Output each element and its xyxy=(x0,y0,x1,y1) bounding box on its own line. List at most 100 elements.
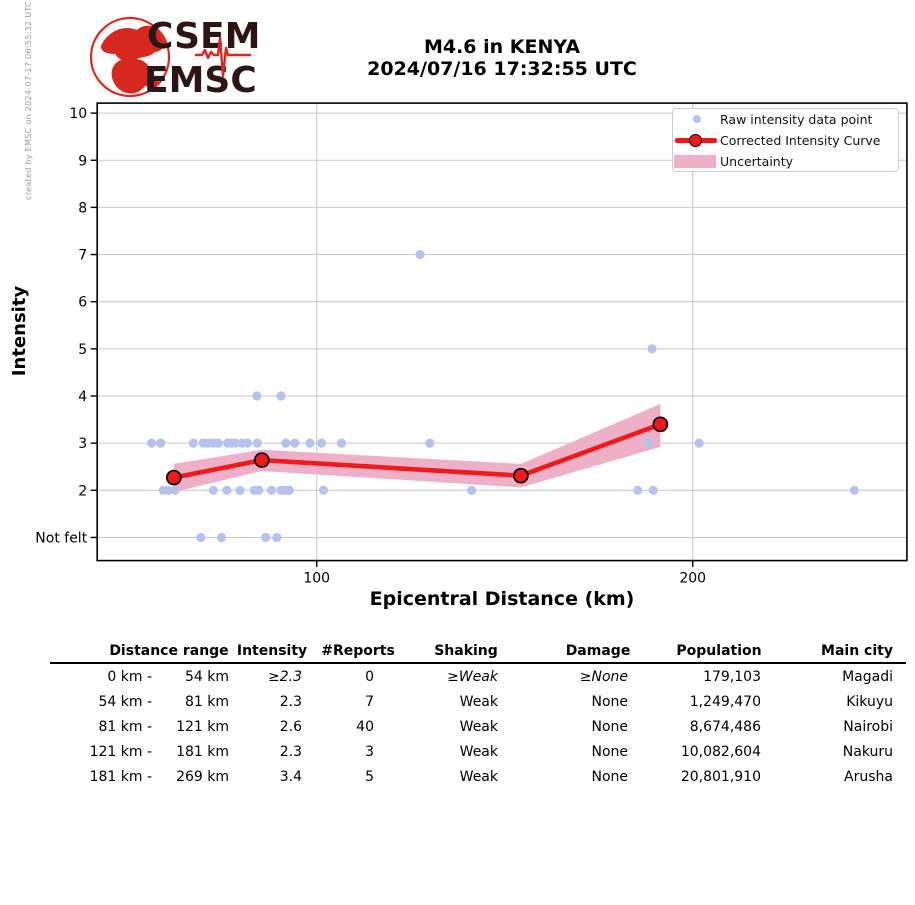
table-header-damage: Damage xyxy=(565,643,631,659)
event-title: M4.6 in KENYA xyxy=(423,36,581,58)
x-tick-label: 200 xyxy=(679,571,706,587)
table-cell-shaking: ≥Weak xyxy=(447,668,498,685)
raw-data-point xyxy=(163,485,173,495)
y-tick-label: 8 xyxy=(78,200,87,216)
table-cell-range-from: 81 km - xyxy=(98,718,152,735)
table-cell-intensity: 2.3 xyxy=(279,693,302,710)
raw-data-point xyxy=(196,532,206,543)
raw-data-point xyxy=(644,438,654,448)
legend-item-raw: Raw intensity data point xyxy=(673,109,898,130)
y-tick-label: 4 xyxy=(78,389,87,405)
table-cell-intensity: ≥2.3 xyxy=(268,668,302,685)
raw-point-icon xyxy=(673,109,720,130)
table-cell-reports: 7 xyxy=(365,693,374,710)
table-cell-range-from: 121 km - xyxy=(89,743,152,760)
table-cell-reports: 40 xyxy=(356,718,374,735)
table-header-distance-range: Distance range xyxy=(109,643,229,659)
uncertainty-band xyxy=(173,404,661,493)
table-header-main-city: Main city xyxy=(821,643,893,659)
table-header--reports: #Reports xyxy=(321,643,395,659)
table-cell-reports: 3 xyxy=(365,743,374,760)
table-cell-shaking: Weak xyxy=(459,718,498,735)
y-tick-label: 3 xyxy=(78,436,87,452)
table-header-rule xyxy=(50,662,906,664)
raw-data-point xyxy=(230,438,240,448)
raw-data-point xyxy=(170,485,180,495)
raw-data-point xyxy=(849,485,859,495)
raw-data-point xyxy=(242,438,253,448)
table-cell-damage: None xyxy=(591,693,628,710)
globe-icon xyxy=(89,16,171,98)
legend-label: Corrected Intensity Curve xyxy=(720,132,881,148)
raw-data-point xyxy=(156,438,166,448)
table-cell-main-city: Nakuru xyxy=(842,743,893,760)
table-cell-range-to: 181 km xyxy=(176,743,229,760)
raw-data-point xyxy=(316,438,327,448)
raw-data-point xyxy=(222,485,232,495)
table-cell-main-city: Kikuyu xyxy=(846,693,893,710)
raw-data-point xyxy=(216,532,227,543)
raw-data-point xyxy=(213,438,223,448)
raw-data-point xyxy=(467,485,477,495)
raw-data-point xyxy=(648,485,658,495)
table-cell-range-to: 54 km xyxy=(184,668,229,685)
curve-icon xyxy=(673,130,720,151)
corrected-curve-marker xyxy=(652,416,669,433)
raw-data-point xyxy=(252,391,262,401)
corrected-curve-marker xyxy=(253,452,270,468)
raw-data-point xyxy=(694,438,704,448)
y-tick-label: 6 xyxy=(78,295,87,311)
raw-data-point xyxy=(260,532,271,543)
raw-data-point xyxy=(290,438,300,448)
table-cell-damage: None xyxy=(591,718,628,735)
y-axis-label: Intensity xyxy=(9,285,30,377)
raw-data-point xyxy=(272,532,282,543)
table-cell-population: 179,103 xyxy=(703,668,761,685)
table-cell-shaking: Weak xyxy=(459,743,498,760)
y-tick-label: 7 xyxy=(78,248,87,264)
x-tick-label: 100 xyxy=(303,571,330,587)
logo-text-csem: CSEM xyxy=(147,16,260,57)
raw-data-point xyxy=(147,438,157,448)
raw-data-point xyxy=(235,485,245,495)
raw-data-point xyxy=(266,485,277,495)
table-cell-reports: 5 xyxy=(365,768,374,785)
table-cell-main-city: Arusha xyxy=(844,768,893,785)
raw-data-point xyxy=(281,438,291,448)
table-cell-range-from: 54 km - xyxy=(98,693,152,710)
y-tick-label: 2 xyxy=(78,483,87,499)
raw-data-point xyxy=(276,391,286,401)
raw-data-point xyxy=(305,438,315,448)
table-cell-range-from: 181 km - xyxy=(89,768,152,785)
table-cell-reports: 0 xyxy=(365,668,374,685)
legend-label: Uncertainty xyxy=(720,153,794,169)
raw-data-point xyxy=(633,485,643,495)
page-title: M4.6 in KENYA 2024/07/16 17:32:55 UTC xyxy=(272,36,732,80)
event-datetime: 2024/07/16 17:32:55 UTC xyxy=(367,58,637,80)
table-cell-range-from: 0 km - xyxy=(107,668,152,685)
legend-item-curve: Corrected Intensity Curve xyxy=(673,130,898,151)
raw-data-point xyxy=(284,485,294,495)
emsc-logo: CSEM EMSC xyxy=(89,16,260,101)
y-tick-label: 5 xyxy=(78,342,87,358)
table-cell-range-to: 121 km xyxy=(176,718,229,735)
table-cell-shaking: Weak xyxy=(459,693,498,710)
corrected-curve-marker xyxy=(165,469,182,486)
logo-text-emsc: EMSC xyxy=(144,60,257,101)
table-cell-range-to: 81 km xyxy=(184,693,229,710)
raw-data-point xyxy=(318,485,329,495)
table-cell-population: 10,082,604 xyxy=(680,743,761,760)
table-cell-main-city: Magadi xyxy=(842,668,893,685)
y-tick-label: Not felt xyxy=(35,530,87,546)
table-cell-intensity: 3.4 xyxy=(279,768,302,785)
raw-data-point xyxy=(415,249,425,260)
table-cell-damage: None xyxy=(591,743,628,760)
raw-data-point xyxy=(188,438,198,448)
seismogram-icon xyxy=(195,36,251,78)
y-tick-label: 9 xyxy=(78,153,87,169)
table-cell-intensity: 2.6 xyxy=(279,718,302,735)
legend-item-uncertainty: Uncertainty xyxy=(673,151,898,172)
raw-data-point xyxy=(254,485,264,495)
table-header-population: Population xyxy=(676,643,762,659)
raw-data-point xyxy=(336,438,347,448)
